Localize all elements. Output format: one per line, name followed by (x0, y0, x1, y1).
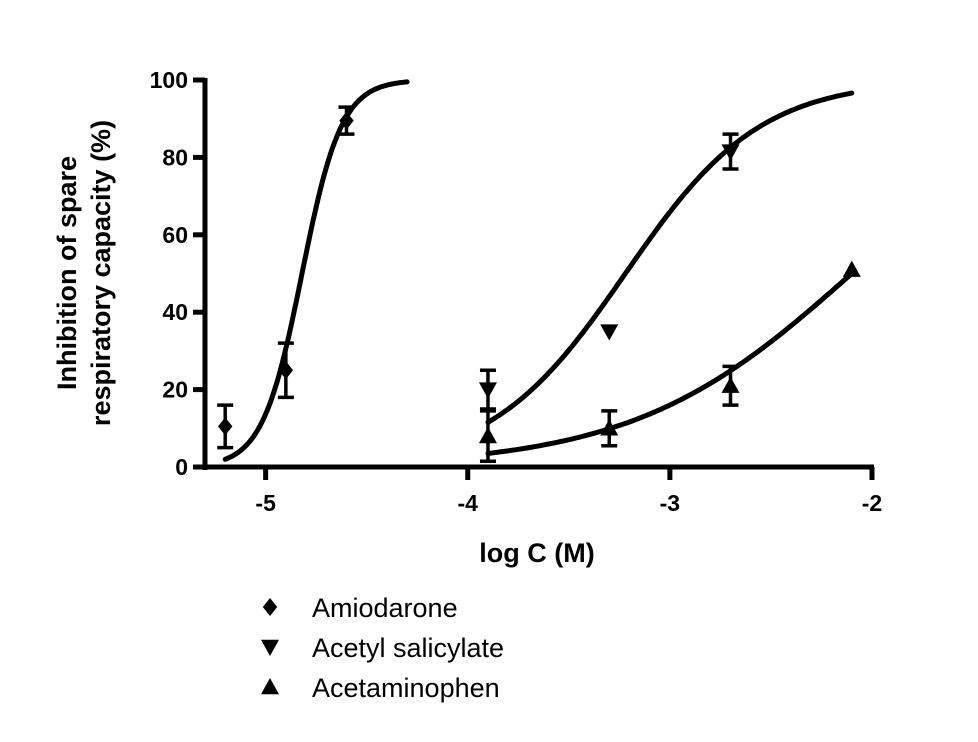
y-tick-label: 20 (162, 377, 188, 403)
legend-label: Amiodarone (312, 593, 458, 623)
data-point-triangle-down (721, 144, 740, 161)
axes: 0 20 40 60 80 100 -5 -4 -3 -2 (150, 67, 883, 516)
legend: Amiodarone Acetyl salicylate Acetaminophen (261, 593, 504, 703)
data-point-triangle-up (478, 427, 497, 444)
legend-marker-triangle-down (261, 639, 279, 656)
x-tick-label: -2 (862, 490, 882, 516)
data-point-triangle-up (721, 376, 740, 393)
x-tick-label: -4 (458, 490, 479, 516)
data-point-diamond (278, 361, 294, 380)
fit-curve-1 (485, 90, 855, 425)
fit-curves (222, 79, 855, 462)
fit-curve-2 (485, 271, 855, 456)
y-tick-label: 40 (162, 299, 188, 325)
fit-curve-0 (222, 79, 410, 462)
data-point-diamond (218, 417, 233, 436)
data-point-triangle-down (478, 382, 497, 399)
data-point-diamond (339, 111, 354, 130)
legend-label: Acetaminophen (312, 673, 500, 703)
data-point-triangle-down (600, 324, 619, 341)
x-tick-label: -5 (255, 490, 276, 516)
y-axis-label-line2: respiratory capacity (%) (86, 120, 116, 426)
y-tick-label: 0 (175, 454, 188, 480)
y-axis-label-line1: Inhibition of spare (52, 156, 82, 390)
data-point-triangle-up (600, 419, 619, 436)
data-points (217, 105, 861, 463)
legend-marker-diamond (262, 598, 278, 616)
y-tick-label: 100 (150, 67, 188, 93)
data-point-triangle-up (842, 260, 861, 277)
y-tick-label: 60 (162, 222, 188, 248)
x-axis-label: log C (M) (479, 538, 594, 568)
x-tick-label: -3 (660, 490, 680, 516)
legend-marker-triangle-up (261, 678, 279, 695)
y-tick-label: 80 (162, 144, 188, 170)
legend-label: Acetyl salicylate (312, 633, 504, 663)
